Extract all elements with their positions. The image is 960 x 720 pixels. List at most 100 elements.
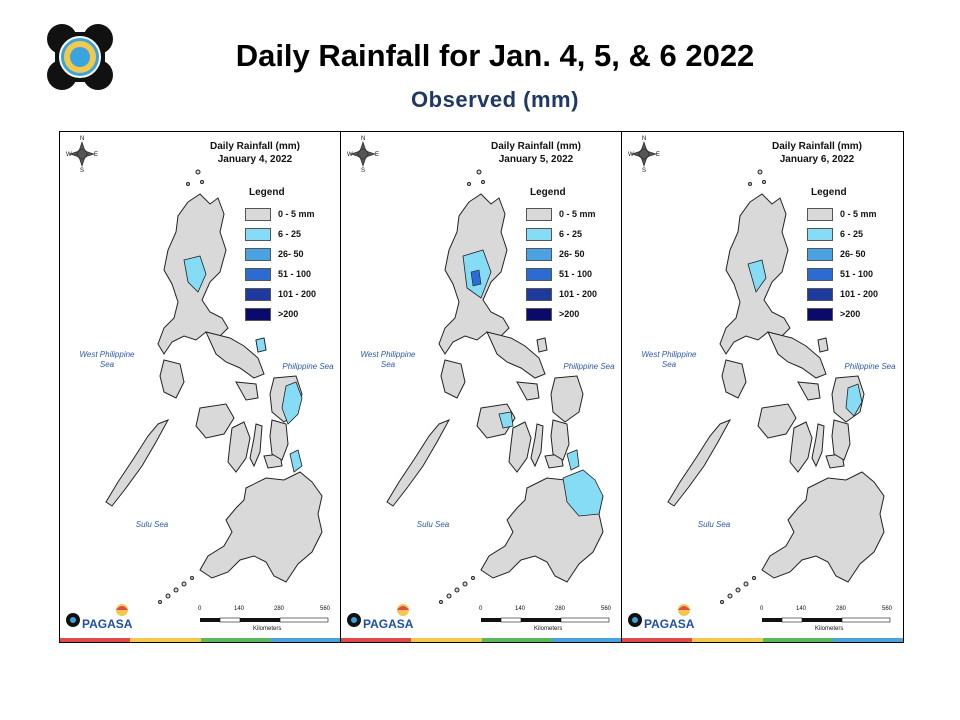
dost-logo-icon: [47, 24, 113, 90]
scale-tick: 280: [274, 606, 285, 612]
pagasa-logo-icon: PAGASA: [626, 602, 698, 632]
legend-label: 0 - 5 mm: [278, 209, 315, 219]
compass-rose-icon: [350, 141, 376, 167]
legend-label: >200: [559, 309, 580, 319]
compass-rose-icon: [631, 141, 657, 167]
rain-area-panay-coast: [498, 411, 514, 429]
philippines-map: [631, 141, 891, 623]
legend-swatch: [807, 307, 833, 321]
scale-tick: 140: [515, 606, 526, 612]
legend-title: Legend: [249, 187, 285, 198]
sea-label-west-philippine: West Philippine Sea: [79, 350, 135, 369]
legend-label: 0 - 5 mm: [840, 209, 877, 219]
compass-n: N: [80, 136, 85, 142]
legend-swatch: [245, 267, 271, 281]
legend-swatch: [245, 227, 271, 241]
compass-e: E: [94, 152, 99, 158]
rain-area-northeast-luzon: [747, 259, 767, 293]
legend-title: Legend: [530, 187, 566, 198]
legend-swatch: [245, 207, 271, 221]
legend-item: 0 - 5 mm: [245, 204, 316, 224]
brand-name: PAGASA: [82, 617, 133, 631]
rain-area-eastern-samar: [845, 383, 863, 417]
page-title: Daily Rainfall for Jan. 4, 5, & 6 2022: [235, 38, 755, 73]
legend-label: 6 - 25: [559, 229, 583, 239]
legend-swatch: [245, 307, 271, 321]
sea-label-philippine: Philippine Sea: [282, 362, 334, 371]
legend-item: 26- 50: [245, 244, 316, 264]
scale-tick: 280: [836, 606, 847, 612]
legend-swatch: [526, 267, 552, 281]
scale-bar-icon: [200, 617, 329, 623]
legend-swatch: [807, 287, 833, 301]
legend-swatch: [245, 287, 271, 301]
compass-w: W: [347, 152, 353, 158]
rain-area-eastern-mindanao: [562, 469, 604, 517]
legend-item: 6 - 25: [526, 224, 597, 244]
rainfall-map-panel-jan-4: N W E S Daily Rainfall (mm) January 4, 2…: [60, 132, 341, 642]
legend: Legend 0 - 5 mm 6 - 25 26- 50 51 - 100 1…: [245, 187, 316, 324]
scale-tick: 560: [320, 606, 331, 612]
legend-swatch: [526, 307, 552, 321]
rain-area-samar-south: [566, 449, 580, 471]
footer-color-bar: [60, 638, 340, 642]
legend-swatch: [807, 267, 833, 281]
compass-s: S: [361, 168, 366, 174]
rain-area-eastern-samar: [281, 381, 303, 425]
legend-swatch: [526, 207, 552, 221]
sea-label-philippine: Philippine Sea: [563, 362, 615, 371]
legend-swatch: [526, 247, 552, 261]
rainfall-map-panel-jan-6: N W E S Daily Rainfall (mm) January 6, 2…: [622, 132, 903, 642]
panel-title: Daily Rainfall (mm) January 6, 2022: [742, 140, 892, 166]
legend: Legend 0 - 5 mm 6 - 25 26- 50 51 - 100 1…: [526, 187, 597, 324]
legend-item: 0 - 5 mm: [526, 204, 597, 224]
compass-e: E: [375, 152, 380, 158]
scale-tick: 140: [234, 606, 245, 612]
legend-swatch: [807, 227, 833, 241]
sea-label-philippine: Philippine Sea: [844, 362, 896, 371]
legend-item: 51 - 100: [526, 264, 597, 284]
panel-title: Daily Rainfall (mm) January 4, 2022: [180, 140, 330, 166]
legend-title: Legend: [811, 187, 847, 198]
legend-item: >200: [526, 304, 597, 324]
footer-color-bar: [341, 638, 621, 642]
rain-area-catanduanes: [255, 337, 267, 353]
compass-w: W: [66, 152, 72, 158]
legend-label: >200: [840, 309, 861, 319]
legend-label: 26- 50: [278, 249, 304, 259]
legend-label: 51 - 100: [559, 269, 593, 279]
brand-name: PAGASA: [363, 617, 414, 631]
legend-item: 51 - 100: [245, 264, 316, 284]
legend-swatch: [245, 247, 271, 261]
legend-swatch: [526, 287, 552, 301]
compass-n: N: [642, 136, 647, 142]
panel-title: Daily Rainfall (mm) January 5, 2022: [461, 140, 611, 166]
legend-label: 0 - 5 mm: [559, 209, 596, 219]
legend-label: 51 - 100: [840, 269, 874, 279]
scale-bar-icon: [762, 617, 891, 623]
scale-tick: 140: [796, 606, 807, 612]
compass-rose-icon: [69, 141, 95, 167]
legend-label: 26- 50: [559, 249, 585, 259]
legend-item: 101 - 200: [526, 284, 597, 304]
scale-tick: 0: [198, 606, 202, 612]
legend-item: 101 - 200: [807, 284, 878, 304]
rain-area-northeast-luzon-moderate: [470, 269, 482, 287]
panel-title-date: January 4, 2022: [217, 154, 293, 165]
compass-n: N: [361, 136, 366, 142]
scale-tick: 280: [555, 606, 566, 612]
panel-title-line1: Daily Rainfall (mm): [771, 141, 863, 152]
legend-item: 26- 50: [526, 244, 597, 264]
legend-label: 51 - 100: [278, 269, 312, 279]
pagasa-logo-icon: PAGASA: [64, 602, 136, 632]
footer-color-bar: [622, 638, 903, 642]
scale-bar: 0 140 280 560 Kilometers: [198, 606, 331, 636]
scale-tick: 0: [479, 606, 483, 612]
sea-label-sulu: Sulu Sea: [135, 520, 169, 529]
legend: Legend 0 - 5 mm 6 - 25 26- 50 51 - 100 1…: [807, 187, 878, 324]
sea-label-sulu: Sulu Sea: [697, 520, 731, 529]
legend-item: 0 - 5 mm: [807, 204, 878, 224]
scale-bar-icon: [481, 617, 610, 623]
legend-item: 6 - 25: [807, 224, 878, 244]
scale-unit: Kilometers: [815, 626, 844, 632]
